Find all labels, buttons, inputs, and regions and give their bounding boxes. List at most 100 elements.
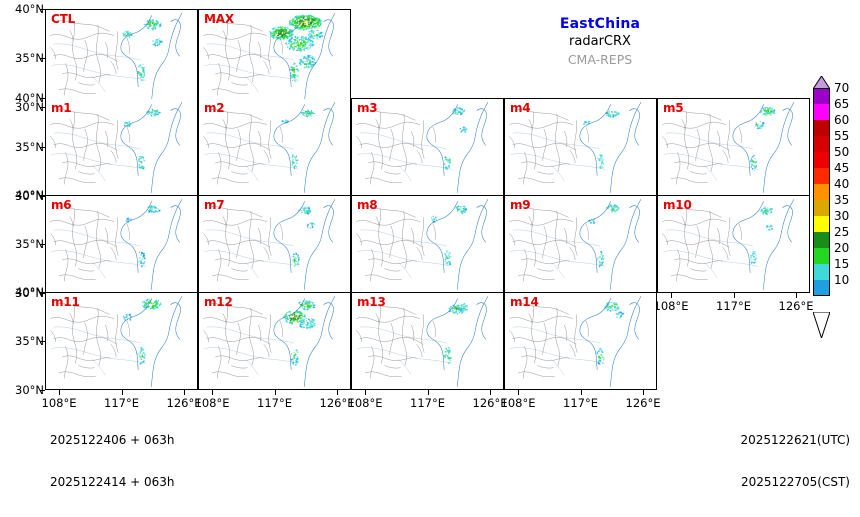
footer-left: 2025122406 + 063h 2025122414 + 063h <box>50 405 175 517</box>
x-tick-mark <box>59 390 60 395</box>
panel-label-m10: m10 <box>663 198 692 212</box>
x-tick-label: 126°E <box>319 396 355 410</box>
colorbar-tick-55: 55 <box>834 129 850 143</box>
x-tick-label: 108°E <box>41 396 77 410</box>
y-tick-label: 35°N <box>15 140 44 154</box>
panel-label-m1: m1 <box>51 101 72 115</box>
colorbar-segment-30 <box>813 216 830 232</box>
x-tick-label: 117°E <box>410 396 445 410</box>
y-tick-label: 30°N <box>15 189 44 203</box>
x-tick-label: 108°E <box>194 396 230 410</box>
x-tick-label: 117°E <box>563 396 598 410</box>
colorbar-tick-25: 25 <box>834 225 850 239</box>
map-panel-m13: m13 <box>351 292 504 390</box>
region-title: EastChina <box>559 16 641 32</box>
y-tick-mark <box>40 390 45 391</box>
panel-label-max: MAX <box>204 12 234 26</box>
map-panel-m3: m3 <box>351 98 504 196</box>
x-tick-label: 108°E <box>347 396 383 410</box>
y-tick-label: 30°N <box>15 100 44 114</box>
panel-label-ctl: CTL <box>51 12 76 26</box>
map-outline-m11 <box>46 293 197 389</box>
map-outline-m12 <box>199 293 350 389</box>
y-tick-mark <box>40 9 45 10</box>
panel-label-m5: m5 <box>663 101 684 115</box>
x-tick-mark <box>518 390 519 395</box>
y-tick-mark <box>40 195 45 196</box>
map-outline-m7 <box>199 196 350 292</box>
map-outline-max <box>199 10 350 106</box>
x-tick-mark <box>490 390 491 395</box>
x-tick-mark <box>365 390 366 395</box>
map-panel-m6: m6 <box>45 195 198 293</box>
map-panel-ctl: CTL <box>45 9 198 107</box>
model-title: CMA-REPS <box>567 52 633 67</box>
y-tick-mark <box>40 292 45 293</box>
map-outline-m4 <box>505 99 656 195</box>
init-time-utc: 2025122406 + 063h <box>50 433 175 447</box>
panel-label-m6: m6 <box>51 198 72 212</box>
figure-title-block: EastChina radarCRX CMA-REPS <box>492 16 708 69</box>
y-tick-label: 35°N <box>15 237 44 251</box>
colorbar-segment-55 <box>813 136 830 152</box>
variable-title: radarCRX <box>569 34 631 49</box>
x-tick-label: 126°E <box>166 396 202 410</box>
map-panel-m14: m14 <box>504 292 657 390</box>
x-tick-label: 117°E <box>104 396 139 410</box>
panel-label-m8: m8 <box>357 198 378 212</box>
colorbar-segment-50 <box>813 152 830 168</box>
map-outline-m3 <box>352 99 503 195</box>
colorbar-segment-10 <box>813 280 830 296</box>
x-tick-label: 108°E <box>500 396 536 410</box>
colorbar-segment-65 <box>813 104 830 120</box>
x-tick-label: 126°E <box>472 396 508 410</box>
colorbar-segment-60 <box>813 120 830 136</box>
y-tick-mark <box>40 293 45 294</box>
panel-label-m13: m13 <box>357 295 386 309</box>
colorbar-tick-40: 40 <box>834 177 850 191</box>
colorbar-tick-50: 50 <box>834 145 850 159</box>
colorbar-over-arrow <box>813 76 830 89</box>
x-tick-mark <box>274 390 276 395</box>
y-tick-label: 40°N <box>15 91 44 105</box>
map-panel-m11: m11 <box>45 292 198 390</box>
x-tick-label: 108°E <box>653 299 689 313</box>
x-tick-mark <box>121 390 123 395</box>
y-tick-label: 40°N <box>15 188 44 202</box>
colorbar-segment-25 <box>813 232 830 248</box>
colorbar-tick-45: 45 <box>834 161 850 175</box>
colorbar-segment-40 <box>813 184 830 200</box>
colorbar-tick-70: 70 <box>834 81 850 95</box>
panel-label-m9: m9 <box>510 198 531 212</box>
map-panel-max: MAX <box>198 9 351 107</box>
map-panel-m10: m10 <box>657 195 810 293</box>
y-tick-label: 35°N <box>15 334 44 348</box>
panel-label-m3: m3 <box>357 101 378 115</box>
colorbar-under-arrow <box>813 312 830 338</box>
x-tick-label: 117°E <box>257 396 292 410</box>
colorbar-tick-30: 30 <box>834 209 850 223</box>
x-tick-mark <box>184 390 185 395</box>
colorbar-tick-35: 35 <box>834 193 850 207</box>
colorbar-segment-15 <box>813 264 830 280</box>
x-tick-label: 117°E <box>716 299 751 313</box>
x-tick-label: 126°E <box>778 299 814 313</box>
valid-time-utc: 2025122621(UTC) <box>740 433 851 447</box>
colorbar-segment-20 <box>813 248 830 264</box>
panel-label-m14: m14 <box>510 295 539 309</box>
colorbar-tick-10: 10 <box>834 273 850 287</box>
y-tick-mark <box>40 341 45 342</box>
init-time-cst: 2025122414 + 063h <box>50 475 175 489</box>
map-panel-m1: m1 <box>45 98 198 196</box>
map-outline-m9 <box>505 196 656 292</box>
map-outline-m1 <box>46 99 197 195</box>
x-tick-mark <box>580 390 582 395</box>
footer-right: 2025122621(UTC) 2025122705(CST) <box>741 405 851 517</box>
y-tick-label: 35°N <box>15 51 44 65</box>
map-outline-m5 <box>658 99 809 195</box>
panel-label-m7: m7 <box>204 198 225 212</box>
y-tick-label: 40°N <box>15 2 44 16</box>
y-tick-mark <box>40 147 45 148</box>
panel-label-m12: m12 <box>204 295 233 309</box>
colorbar-tick-65: 65 <box>834 97 850 111</box>
